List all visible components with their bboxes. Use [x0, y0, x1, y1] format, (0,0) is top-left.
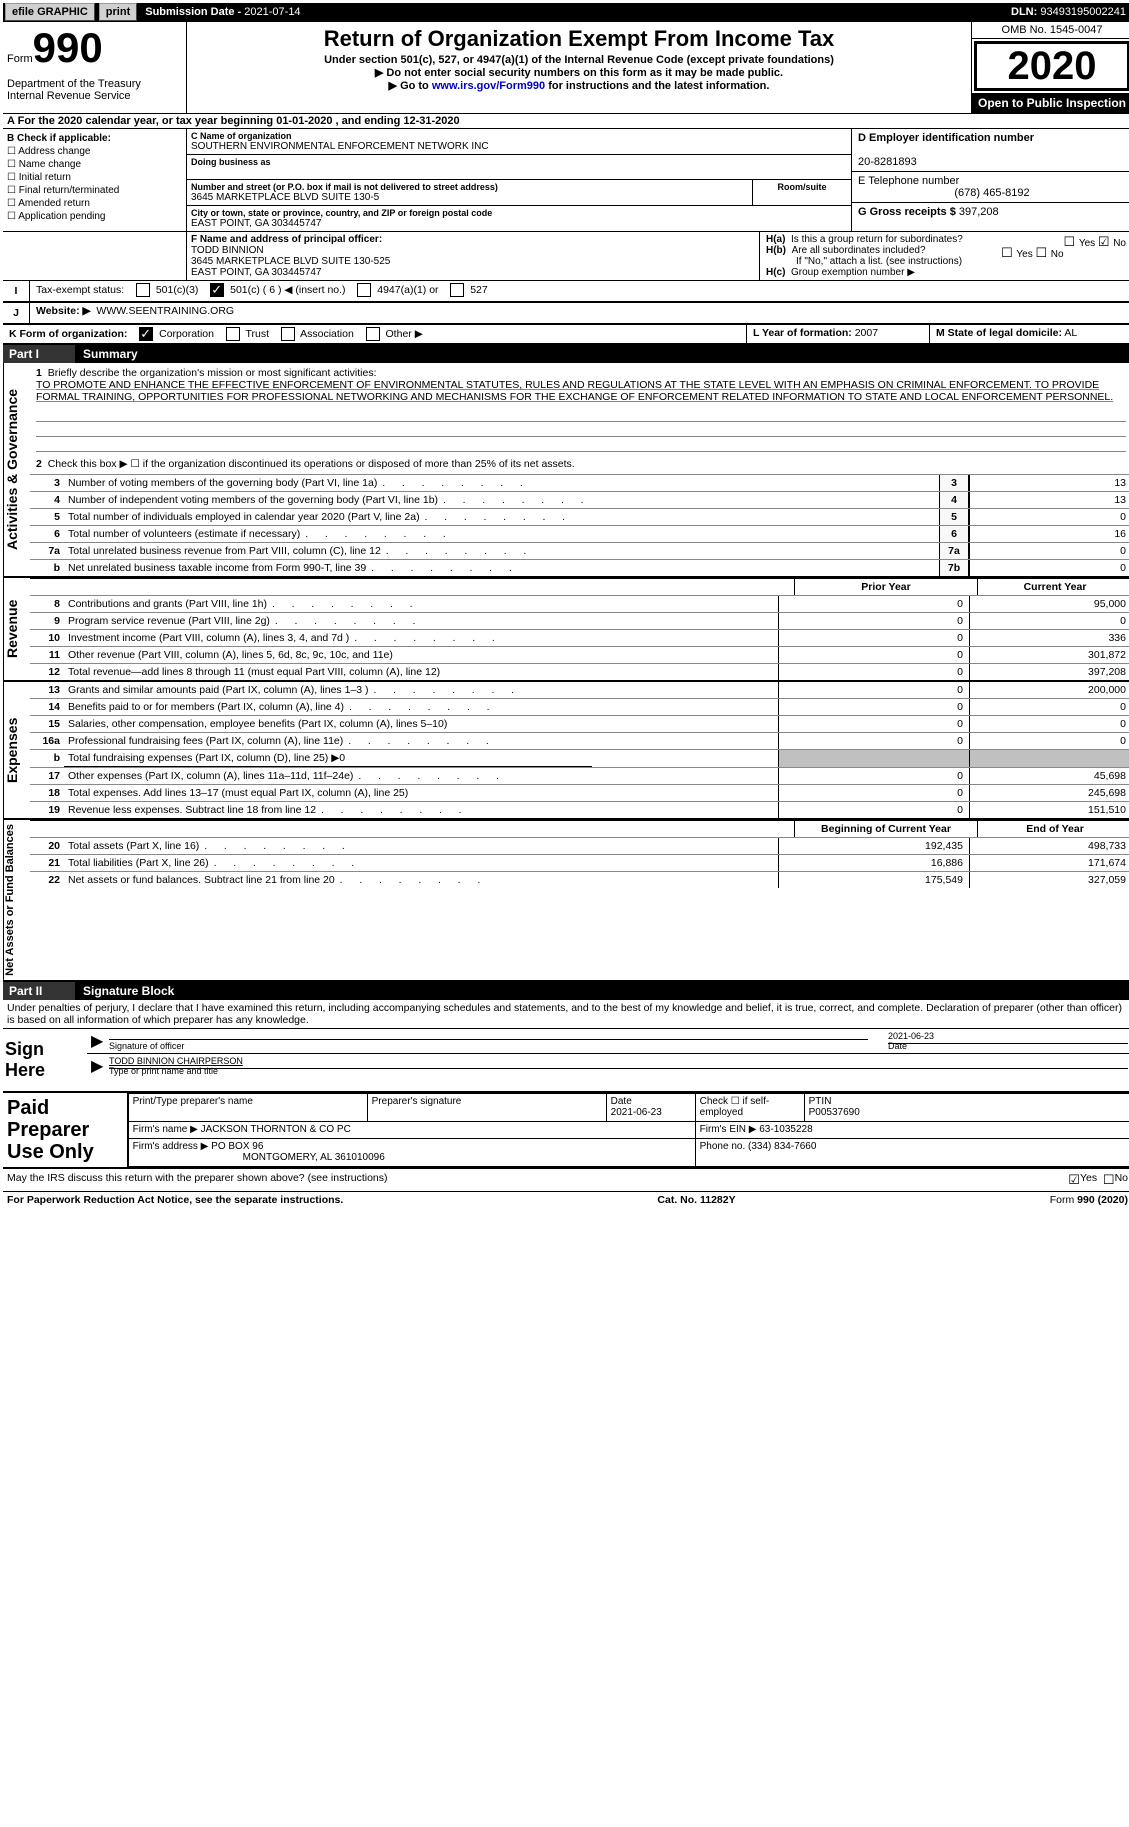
line-5-value: 0	[969, 509, 1129, 525]
tax-exempt-status: Tax-exempt status: 501(c)(3) 501(c) ( 6 …	[30, 281, 1129, 301]
tax-year-line: A For the 2020 calendar year, or tax yea…	[3, 113, 1129, 129]
line-9-current: 0	[969, 613, 1129, 629]
side-label-net-assets: Net Assets or Fund Balances	[3, 820, 30, 980]
line-7a-value: 0	[969, 543, 1129, 559]
dln: DLN: 93493195002241	[1005, 6, 1129, 18]
line-8-current: 95,000	[969, 596, 1129, 612]
chk-address-change[interactable]: Address change	[7, 145, 182, 158]
line-18-current: 245,698	[969, 785, 1129, 801]
col-beginning-year: Beginning of Current Year	[794, 821, 977, 837]
part-1-header: Part ISummary	[3, 345, 1129, 363]
form-header: Form990 Department of the Treasury Inter…	[3, 21, 1129, 113]
form-subtitle-2: Do not enter social security numbers on …	[193, 66, 965, 79]
form990-link[interactable]: www.irs.gov/Form990	[432, 80, 545, 92]
col-end-year: End of Year	[977, 821, 1129, 837]
line-20-end: 498,733	[969, 838, 1129, 854]
ptin-value: P00537690	[809, 1107, 860, 1118]
self-employed-check[interactable]: Check ☐ if self-employed	[695, 1093, 804, 1121]
side-label-expenses: Expenses	[3, 682, 30, 818]
line-10-current: 336	[969, 630, 1129, 646]
section-l-year: L Year of formation: 2007	[746, 325, 929, 343]
dba-label: Doing business as	[191, 157, 847, 167]
discuss-yes-check[interactable]	[1068, 1172, 1080, 1188]
side-label-governance: Activities & Governance	[3, 363, 30, 576]
section-f-officer: F Name and address of principal officer:…	[187, 232, 759, 280]
preparer-date: 2021-06-23	[611, 1107, 662, 1118]
open-to-public: Open to Public Inspection	[972, 93, 1129, 113]
room-suite-label: Room/suite	[753, 180, 851, 205]
gross-receipts: 397,208	[959, 206, 999, 218]
firm-phone: (334) 834-7660	[748, 1141, 816, 1152]
form-subtitle-1: Under section 501(c), 527, or 4947(a)(1)…	[193, 54, 965, 66]
chk-initial-return[interactable]: Initial return	[7, 171, 182, 184]
chk-final-return[interactable]: Final return/terminated	[7, 184, 182, 197]
side-label-revenue: Revenue	[3, 578, 30, 680]
col-current-year: Current Year	[977, 579, 1129, 595]
website-field: Website: ▶ WWW.SEENTRAINING.ORG	[30, 303, 1129, 323]
section-k-form-org: K Form of organization: Corporation Trus…	[3, 325, 746, 343]
section-h: H(a) Is this a group return for subordin…	[759, 232, 1129, 280]
chk-amended[interactable]: Amended return	[7, 197, 182, 210]
signature-date-field: 2021-06-23 Date	[888, 1043, 1128, 1051]
line-1-mission: 1 Briefly describe the organization's mi…	[30, 363, 1129, 407]
discuss-no-check[interactable]	[1103, 1172, 1115, 1188]
line-3-value: 13	[969, 475, 1129, 491]
submission-date: Submission Date - 2021-07-14	[139, 6, 306, 18]
form-number-block: Form990 Department of the Treasury Inter…	[3, 22, 187, 113]
form-subtitle-3: Go to www.irs.gov/Form990 for instructio…	[193, 79, 965, 92]
officer-name-title: TODD BINNION CHAIRPERSON Type or print n…	[109, 1068, 1128, 1076]
col-prior-year: Prior Year	[794, 579, 977, 595]
page-footer: For Paperwork Reduction Act Notice, see …	[3, 1191, 1129, 1208]
org-name: SOUTHERN ENVIRONMENTAL ENFORCEMENT NETWO…	[191, 141, 847, 152]
line-13-current: 200,000	[969, 682, 1129, 698]
chk-name-change[interactable]: Name change	[7, 158, 182, 171]
line-4-value: 13	[969, 492, 1129, 508]
line-12-current: 397,208	[969, 664, 1129, 680]
ein-value: 20-8281893	[858, 156, 917, 168]
sign-here-label: Sign Here	[3, 1029, 87, 1091]
firm-name: JACKSON THORNTON & CO PC	[201, 1124, 351, 1135]
line-17-current: 45,698	[969, 768, 1129, 784]
line-16a-current: 0	[969, 733, 1129, 749]
irs-discuss-row: May the IRS discuss this return with the…	[3, 1169, 1129, 1191]
firm-ein: 63-1035228	[759, 1124, 812, 1135]
org-city: EAST POINT, GA 303445747	[191, 218, 847, 229]
section-m-domicile: M State of legal domicile: AL	[929, 325, 1129, 343]
line-6-value: 16	[969, 526, 1129, 542]
paid-preparer-block: Paid Preparer Use Only Print/Type prepar…	[3, 1091, 1129, 1169]
perjury-declaration: Under penalties of perjury, I declare th…	[3, 1000, 1129, 1028]
part-2-header: Part IISignature Block	[3, 982, 1129, 1000]
efile-top-bar: efile GRAPHIC print Submission Date - 20…	[3, 3, 1129, 21]
org-address: 3645 MARKETPLACE BLVD SUITE 130-5	[191, 192, 748, 203]
chk-application-pending[interactable]: Application pending	[7, 210, 182, 223]
dept-treasury: Department of the Treasury Internal Reve…	[7, 78, 182, 102]
omb-number: OMB No. 1545-0047	[972, 22, 1129, 39]
line-11-current: 301,872	[969, 647, 1129, 663]
telephone: (678) 465-8192	[858, 187, 1126, 199]
line-22-end: 327,059	[969, 872, 1129, 888]
tax-year: 2020	[974, 41, 1129, 91]
efile-graphic-button[interactable]: efile GRAPHIC	[5, 3, 95, 21]
section-d-e-g: D Employer identification number 20-8281…	[851, 129, 1129, 231]
line-21-end: 171,674	[969, 855, 1129, 871]
line-14-current: 0	[969, 699, 1129, 715]
print-button[interactable]: print	[99, 3, 137, 21]
signature-of-officer-field[interactable]: Signature of officer	[109, 1039, 868, 1051]
line-2-checkbox: 2 Check this box ▶ ☐ if the organization…	[30, 454, 1129, 474]
line-15-current: 0	[969, 716, 1129, 732]
section-c-org-info: C Name of organization SOUTHERN ENVIRONM…	[187, 129, 851, 231]
line-7b-value: 0	[969, 560, 1129, 576]
section-b-checkboxes: B Check if applicable: Address change Na…	[3, 129, 187, 231]
form-title: Return of Organization Exempt From Incom…	[193, 26, 965, 52]
line-19-current: 151,510	[969, 802, 1129, 818]
firm-address: PO BOX 96	[211, 1141, 263, 1152]
